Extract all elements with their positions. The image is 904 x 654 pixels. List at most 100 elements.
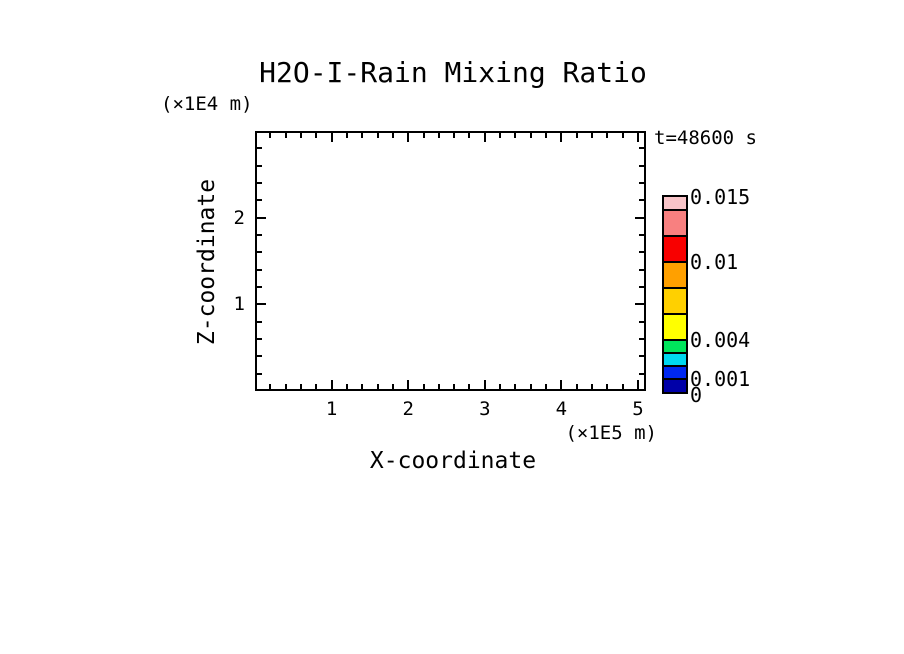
colorbar-divider: [664, 378, 686, 380]
x-minor-tick: [437, 384, 440, 389]
x-minor-tick: [284, 133, 287, 138]
colorbar-divider: [664, 365, 686, 367]
z-minor-tick: [639, 355, 644, 358]
colorbar-segment: [664, 353, 686, 366]
x-major-tick: [483, 133, 486, 142]
y-tick-label: 1: [233, 293, 245, 316]
x-minor-tick: [606, 384, 609, 389]
z-minor-tick: [639, 251, 644, 254]
z-minor-tick: [257, 147, 262, 150]
x-tick-label: 3: [479, 398, 491, 420]
x-minor-tick: [269, 133, 272, 138]
colorbar-segment: [664, 288, 686, 314]
x-minor-tick: [529, 384, 532, 389]
colorbar-divider: [664, 209, 686, 211]
x-minor-tick: [422, 133, 425, 138]
chart-title: H2O-I-Rain Mixing Ratio: [259, 56, 647, 89]
z-major-tick: [257, 216, 266, 219]
y-tick-label: 2: [233, 206, 245, 229]
x-minor-tick: [514, 133, 517, 138]
x-minor-tick: [391, 133, 394, 138]
z-minor-tick: [257, 285, 262, 288]
x-minor-tick: [345, 384, 348, 389]
x-tick-label: 1: [325, 398, 338, 420]
z-minor-tick: [639, 320, 644, 323]
x-minor-tick: [269, 384, 272, 389]
x-minor-tick: [499, 384, 502, 389]
colorbar-divider: [664, 261, 686, 263]
z-minor-tick: [257, 251, 262, 254]
z-minor-tick: [257, 181, 262, 184]
colorbar-divider: [664, 235, 686, 237]
x-minor-tick: [284, 384, 287, 389]
x-minor-tick: [315, 133, 318, 138]
z-minor-tick: [639, 233, 644, 236]
x-minor-tick: [545, 384, 548, 389]
x-major-tick: [560, 380, 563, 389]
colorbar-segment: [664, 210, 686, 236]
z-minor-tick: [639, 181, 644, 184]
x-minor-tick: [361, 384, 364, 389]
colorbar-divider: [664, 313, 686, 315]
x-major-tick: [407, 380, 410, 389]
x-minor-tick: [422, 384, 425, 389]
x-major-tick: [407, 133, 410, 142]
x-axis-unit-label: (×1E5 m): [565, 422, 657, 444]
plot-area: [255, 131, 646, 391]
z-minor-tick: [639, 337, 644, 340]
x-minor-tick: [621, 384, 624, 389]
colorbar-label: 0.01: [690, 250, 739, 274]
x-minor-tick: [606, 133, 609, 138]
z-minor-tick: [639, 199, 644, 202]
x-major-tick: [637, 380, 639, 389]
z-minor-tick: [257, 199, 262, 202]
x-minor-tick: [376, 384, 379, 389]
colorbar-label: 0.015: [690, 185, 751, 209]
x-minor-tick: [453, 384, 456, 389]
z-major-tick: [257, 303, 266, 306]
colorbar-label: 0.004: [690, 328, 751, 352]
time-annotation: t=48600 s: [654, 127, 757, 149]
x-minor-tick: [361, 133, 364, 138]
x-minor-tick: [468, 384, 471, 389]
x-major-tick: [483, 380, 486, 389]
x-minor-tick: [299, 384, 302, 389]
x-minor-tick: [575, 384, 578, 389]
x-tick-label: 2: [402, 398, 414, 420]
x-minor-tick: [345, 133, 348, 138]
colorbar-divider: [664, 287, 686, 289]
z-minor-tick: [257, 372, 262, 375]
x-minor-tick: [391, 384, 394, 389]
z-minor-tick: [639, 147, 644, 150]
x-minor-tick: [621, 133, 624, 138]
colorbar-divider: [664, 339, 686, 341]
colorbar-segment: [664, 262, 686, 288]
z-minor-tick: [639, 285, 644, 288]
z-minor-tick: [257, 233, 262, 236]
colorbar-segment: [664, 236, 686, 262]
x-minor-tick: [514, 384, 517, 389]
z-minor-tick: [257, 320, 262, 323]
z-major-tick: [635, 303, 644, 306]
x-major-tick: [330, 133, 333, 142]
x-minor-tick: [499, 133, 502, 138]
x-minor-tick: [299, 133, 302, 138]
x-tick-label: 4: [555, 398, 568, 420]
colorbar-label: 0: [690, 383, 703, 407]
colorbar-divider: [664, 352, 686, 354]
x-minor-tick: [591, 133, 594, 138]
z-major-tick: [635, 216, 644, 219]
z-minor-tick: [257, 164, 262, 167]
y-axis-title: Z-coordinate: [194, 178, 220, 346]
x-minor-tick: [437, 133, 440, 138]
x-minor-tick: [376, 133, 379, 138]
x-major-tick: [330, 380, 333, 389]
colorbar-segment: [664, 366, 686, 379]
colorbar-segment: [664, 340, 686, 353]
x-minor-tick: [575, 133, 578, 138]
z-minor-tick: [639, 268, 644, 271]
x-minor-tick: [591, 384, 594, 389]
colorbar-label: 0.001: [690, 367, 751, 391]
x-minor-tick: [453, 133, 456, 138]
